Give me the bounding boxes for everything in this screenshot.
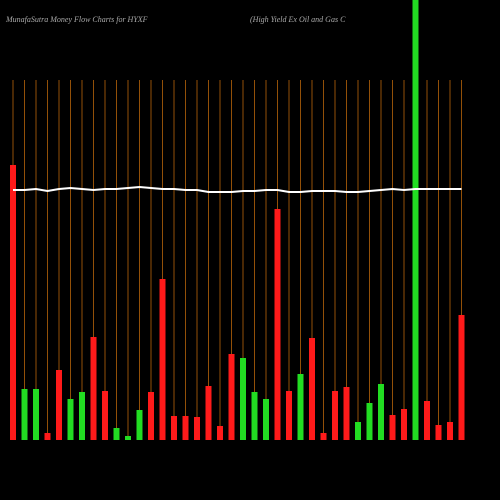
bar [136, 410, 143, 440]
bar [182, 416, 189, 440]
bar [148, 392, 154, 440]
bar [320, 433, 327, 440]
chart-subtitle: (High Yield Ex Oil and Gas C [250, 15, 346, 24]
bar [378, 384, 384, 440]
bar [263, 399, 269, 440]
money-flow-line [13, 185, 462, 193]
bar [424, 401, 430, 440]
bar [21, 389, 28, 440]
bar [366, 403, 373, 440]
bar [458, 315, 465, 440]
bar [79, 392, 85, 440]
bar [389, 415, 396, 440]
bar [343, 387, 350, 440]
bar [125, 436, 131, 440]
bar [10, 165, 16, 440]
bar [217, 426, 223, 440]
bar [33, 389, 39, 440]
bar [171, 416, 177, 440]
bar [297, 374, 304, 440]
bar [205, 386, 212, 440]
bar [240, 358, 246, 440]
bar [113, 428, 120, 440]
bar [194, 417, 200, 440]
bar [401, 409, 407, 440]
bar [159, 279, 166, 440]
bar [286, 391, 292, 440]
bar [67, 399, 74, 440]
bar [56, 370, 62, 440]
bar [355, 422, 361, 440]
bar [332, 391, 338, 440]
chart-title: MunafaSutra Money Flow Charts for HYXF [5, 15, 148, 24]
bar [44, 433, 51, 440]
bar [274, 209, 281, 440]
bar [228, 354, 235, 440]
bar [251, 392, 258, 440]
bar [435, 425, 442, 440]
bar [309, 338, 315, 440]
bar [447, 422, 453, 440]
bar [412, 0, 419, 440]
bar [90, 337, 97, 440]
bar [102, 391, 108, 440]
